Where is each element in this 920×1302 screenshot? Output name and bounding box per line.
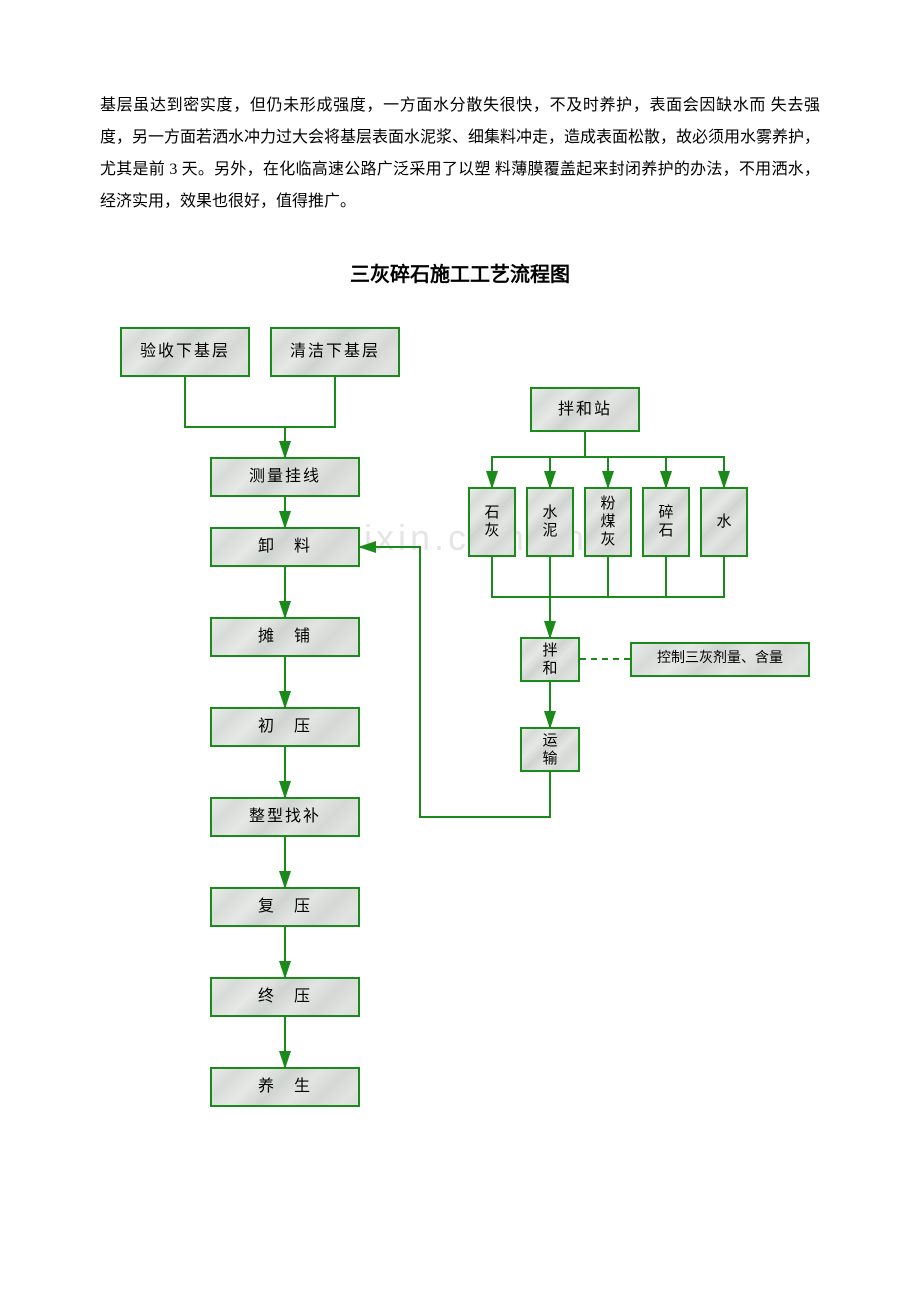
node-n_accept: 验收下基层 — [120, 327, 250, 377]
edges-layer — [80, 327, 860, 1157]
node-n_lime: 石灰 — [468, 487, 516, 557]
node-n_shape: 整型找补 — [210, 797, 360, 837]
flowchart: www.zixin.com.cn 验收下基层清洁下基层测量挂线卸 料摊 铺初 压… — [80, 327, 860, 1157]
edge — [185, 377, 285, 457]
node-n_clean: 清洁下基层 — [270, 327, 400, 377]
edge — [492, 432, 585, 487]
paragraph-text: 基层虽达到密实度，但仍未形成强度，一方面水分散失很快，不及时养护，表面会因缺水而… — [100, 90, 820, 218]
node-n_cement: 水泥 — [526, 487, 574, 557]
edge — [550, 557, 608, 597]
edge — [608, 557, 666, 597]
node-n_mix: 拌和 — [520, 637, 580, 682]
node-n_final: 终 压 — [210, 977, 360, 1017]
edge — [492, 557, 550, 637]
node-n_unload: 卸 料 — [210, 527, 360, 567]
node-n_measure: 测量挂线 — [210, 457, 360, 497]
diagram-title: 三灰碎石施工工艺流程图 — [100, 258, 820, 287]
edge — [360, 547, 550, 817]
node-n_second: 复 压 — [210, 887, 360, 927]
node-n_water: 水 — [700, 487, 748, 557]
node-n_note: 控制三灰剂量、含量 — [630, 642, 810, 677]
edge — [666, 557, 724, 597]
node-n_first: 初 压 — [210, 707, 360, 747]
node-n_flyash: 粉煤灰 — [584, 487, 632, 557]
node-n_cure: 养 生 — [210, 1067, 360, 1107]
node-n_gravel: 碎石 — [642, 487, 690, 557]
node-n_spread: 摊 铺 — [210, 617, 360, 657]
edge — [585, 457, 666, 487]
edge — [666, 457, 724, 487]
node-n_trans: 运输 — [520, 727, 580, 772]
node-n_station: 拌和站 — [530, 387, 640, 432]
edge — [285, 377, 335, 427]
